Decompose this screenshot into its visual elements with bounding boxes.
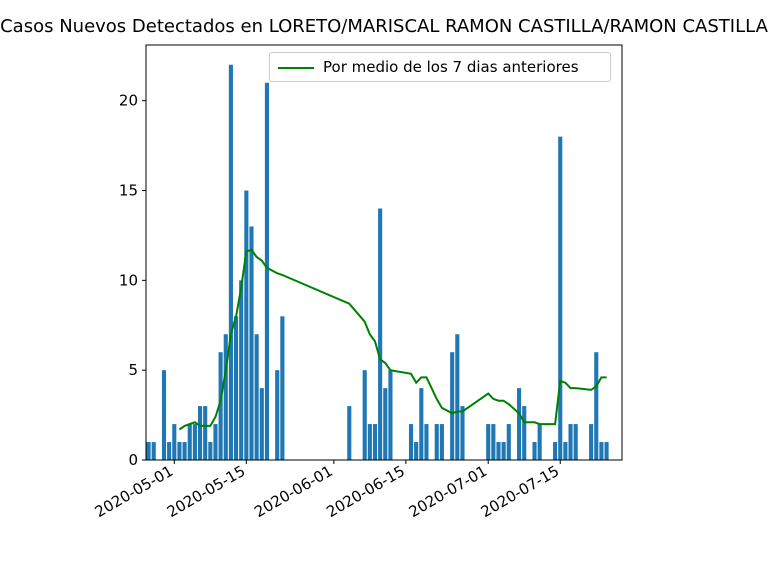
x-tick-label: 2020-05-01	[92, 462, 177, 521]
bar	[506, 424, 511, 460]
bar	[239, 280, 244, 460]
bar	[223, 334, 228, 460]
bar	[563, 442, 568, 460]
bar	[573, 424, 578, 460]
bar	[434, 424, 439, 460]
bar	[594, 352, 599, 460]
bar	[192, 424, 197, 460]
bar	[244, 190, 249, 461]
bar	[362, 370, 367, 460]
legend: Por medio de los 7 dias anteriores	[269, 52, 611, 82]
bar	[213, 424, 218, 460]
bar	[233, 316, 239, 460]
y-tick-label: 20	[119, 92, 138, 110]
bar	[280, 316, 285, 460]
bar	[172, 424, 177, 460]
bar	[532, 442, 537, 460]
bar	[187, 424, 192, 460]
bar	[367, 424, 372, 460]
axes	[145, 44, 623, 461]
y-tick-label: 10	[119, 271, 138, 289]
plot-frame	[145, 44, 623, 461]
bar	[151, 442, 156, 460]
x-tick-label: 2020-05-15	[164, 462, 249, 521]
bar	[177, 442, 182, 460]
bar	[264, 82, 269, 461]
bar	[537, 424, 542, 460]
bar	[182, 442, 187, 460]
bar	[501, 442, 506, 460]
bar	[517, 388, 522, 460]
bar	[167, 442, 172, 460]
bar	[491, 424, 496, 460]
bars	[146, 64, 609, 461]
bar	[203, 406, 208, 460]
bar	[408, 424, 414, 460]
x-tick-label: 2020-07-15	[478, 462, 563, 521]
bar	[558, 136, 563, 460]
bar	[275, 370, 280, 460]
bar	[249, 226, 254, 460]
bar	[522, 406, 527, 460]
bar	[383, 388, 388, 460]
bar	[388, 370, 393, 460]
bar	[161, 370, 167, 460]
bar	[599, 442, 604, 460]
bar	[208, 442, 213, 460]
bar	[450, 352, 455, 460]
bar	[259, 388, 264, 460]
bar	[553, 442, 558, 460]
bar	[419, 388, 424, 460]
bar	[439, 424, 444, 460]
x-tick-label: 2020-06-01	[251, 462, 336, 521]
legend-label: Por medio de los 7 dias anteriores	[323, 58, 579, 76]
bar	[228, 64, 233, 460]
bar	[254, 334, 259, 460]
x-tick-label: 2020-06-15	[323, 462, 408, 521]
chart-title: Casos Nuevos Detectados en LORETO/MARISC…	[0, 16, 768, 37]
bar	[146, 442, 151, 460]
legend-line-swatch	[278, 67, 314, 69]
bar	[496, 442, 501, 460]
x-tick-label: 2020-07-01	[406, 462, 491, 521]
bar	[455, 334, 460, 460]
bar	[568, 424, 573, 460]
bar	[197, 406, 203, 460]
bar	[589, 424, 594, 460]
y-tick-label: 0	[128, 451, 138, 469]
bar	[347, 406, 352, 460]
bar	[486, 424, 491, 460]
moving-average-line	[178, 248, 607, 431]
bar	[424, 424, 429, 460]
y-tick-label: 5	[128, 361, 138, 379]
y-tick-label: 15	[119, 182, 138, 200]
moving-average-line-group	[178, 248, 607, 431]
bar	[604, 442, 609, 460]
bar	[372, 424, 378, 460]
bar	[218, 352, 223, 460]
bar	[378, 208, 383, 460]
bar	[414, 442, 419, 460]
bar	[460, 406, 465, 460]
